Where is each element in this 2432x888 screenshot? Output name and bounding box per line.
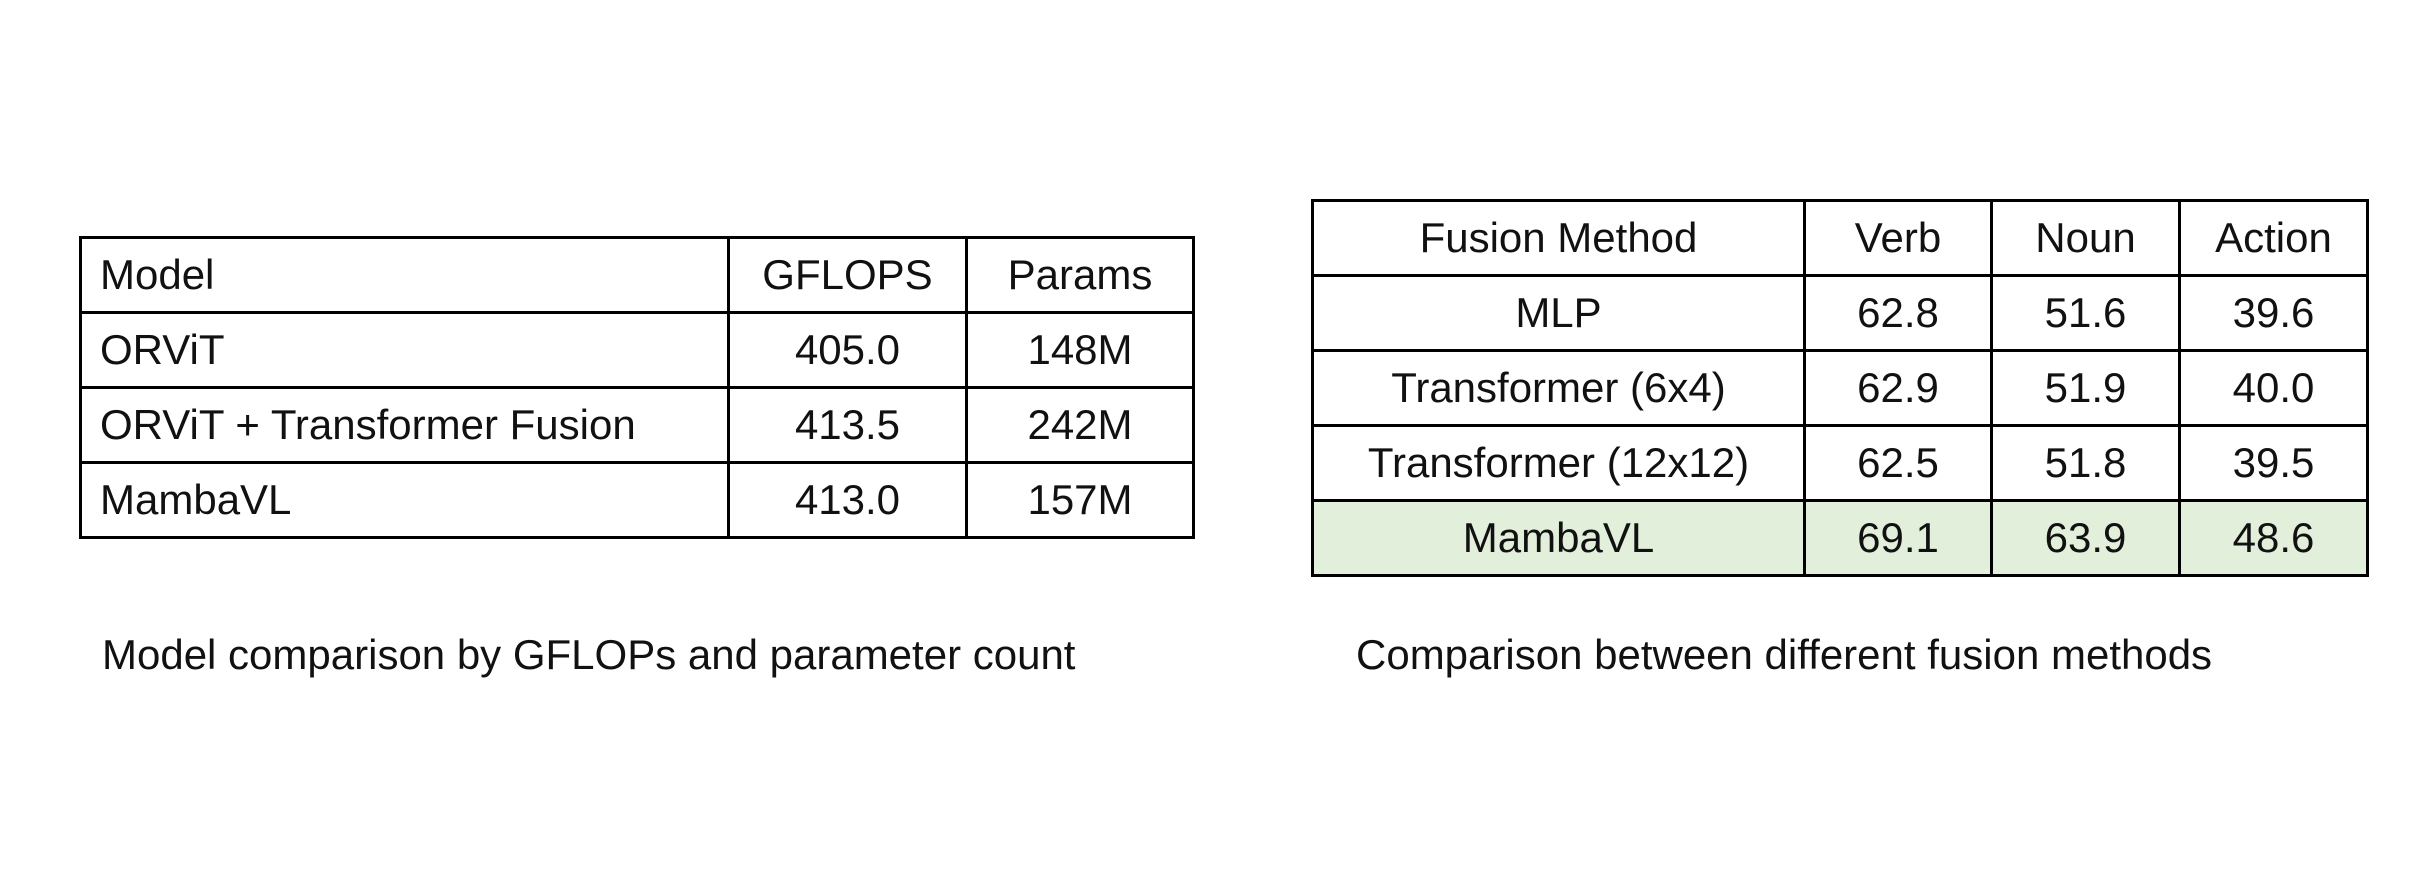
table-row: ORViT + Transformer Fusion 413.5 242M bbox=[79, 386, 1195, 464]
cell-verb: 62.8 bbox=[1803, 274, 1993, 352]
cell-noun: 63.9 bbox=[1990, 499, 2181, 577]
cell-fusion-method: MambaVL bbox=[1311, 499, 1806, 577]
column-header-verb: Verb bbox=[1803, 199, 1993, 277]
model-comparison-table: Model GFLOPS Params ORViT 405.0 148M ORV… bbox=[79, 236, 1195, 539]
table-row: Transformer (12x12) 62.5 51.8 39.5 bbox=[1311, 424, 2369, 502]
cell-model: ORViT bbox=[79, 311, 730, 389]
cell-verb: 62.9 bbox=[1803, 349, 1993, 427]
table-row: MambaVL 413.0 157M bbox=[79, 461, 1195, 539]
cell-gflops: 405.0 bbox=[727, 311, 968, 389]
column-header-params: Params bbox=[965, 236, 1195, 314]
cell-params: 148M bbox=[965, 311, 1195, 389]
model-comparison-caption: Model comparison by GFLOPs and parameter… bbox=[102, 631, 1076, 678]
fusion-method-caption: Comparison between different fusion meth… bbox=[1356, 631, 2213, 678]
table-row: Transformer (6x4) 62.9 51.9 40.0 bbox=[1311, 349, 2369, 427]
cell-model: ORViT + Transformer Fusion bbox=[79, 386, 730, 464]
table-header-row: Fusion Method Verb Noun Action bbox=[1311, 199, 2369, 277]
cell-action: 39.5 bbox=[2178, 424, 2369, 502]
table-header-row: Model GFLOPS Params bbox=[79, 236, 1195, 314]
cell-noun: 51.9 bbox=[1990, 349, 2181, 427]
cell-fusion-method: Transformer (12x12) bbox=[1311, 424, 1806, 502]
cell-action: 48.6 bbox=[2178, 499, 2369, 577]
cell-noun: 51.6 bbox=[1990, 274, 2181, 352]
column-header-gflops: GFLOPS bbox=[727, 236, 968, 314]
cell-noun: 51.8 bbox=[1990, 424, 2181, 502]
column-header-model: Model bbox=[79, 236, 730, 314]
cell-verb: 62.5 bbox=[1803, 424, 1993, 502]
column-header-fusion-method: Fusion Method bbox=[1311, 199, 1806, 277]
column-header-action: Action bbox=[2178, 199, 2369, 277]
cell-action: 39.6 bbox=[2178, 274, 2369, 352]
column-header-noun: Noun bbox=[1990, 199, 2181, 277]
cell-gflops: 413.5 bbox=[727, 386, 968, 464]
cell-gflops: 413.0 bbox=[727, 461, 968, 539]
fusion-method-table: Fusion Method Verb Noun Action MLP 62.8 … bbox=[1311, 199, 2369, 577]
cell-model: MambaVL bbox=[79, 461, 730, 539]
cell-action: 40.0 bbox=[2178, 349, 2369, 427]
highlighted-table-row: MambaVL 69.1 63.9 48.6 bbox=[1311, 499, 2369, 577]
cell-params: 157M bbox=[965, 461, 1195, 539]
cell-verb: 69.1 bbox=[1803, 499, 1993, 577]
cell-fusion-method: MLP bbox=[1311, 274, 1806, 352]
table-row: MLP 62.8 51.6 39.6 bbox=[1311, 274, 2369, 352]
table-row: ORViT 405.0 148M bbox=[79, 311, 1195, 389]
cell-params: 242M bbox=[965, 386, 1195, 464]
cell-fusion-method: Transformer (6x4) bbox=[1311, 349, 1806, 427]
